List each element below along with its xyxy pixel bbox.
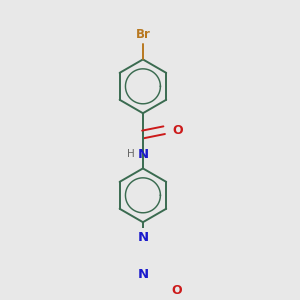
Text: O: O [172,124,183,137]
Text: N: N [137,268,148,281]
Text: Br: Br [136,28,150,41]
Text: N: N [137,231,148,244]
Text: H: H [127,149,134,159]
Text: N: N [137,148,148,161]
Text: O: O [171,284,182,297]
